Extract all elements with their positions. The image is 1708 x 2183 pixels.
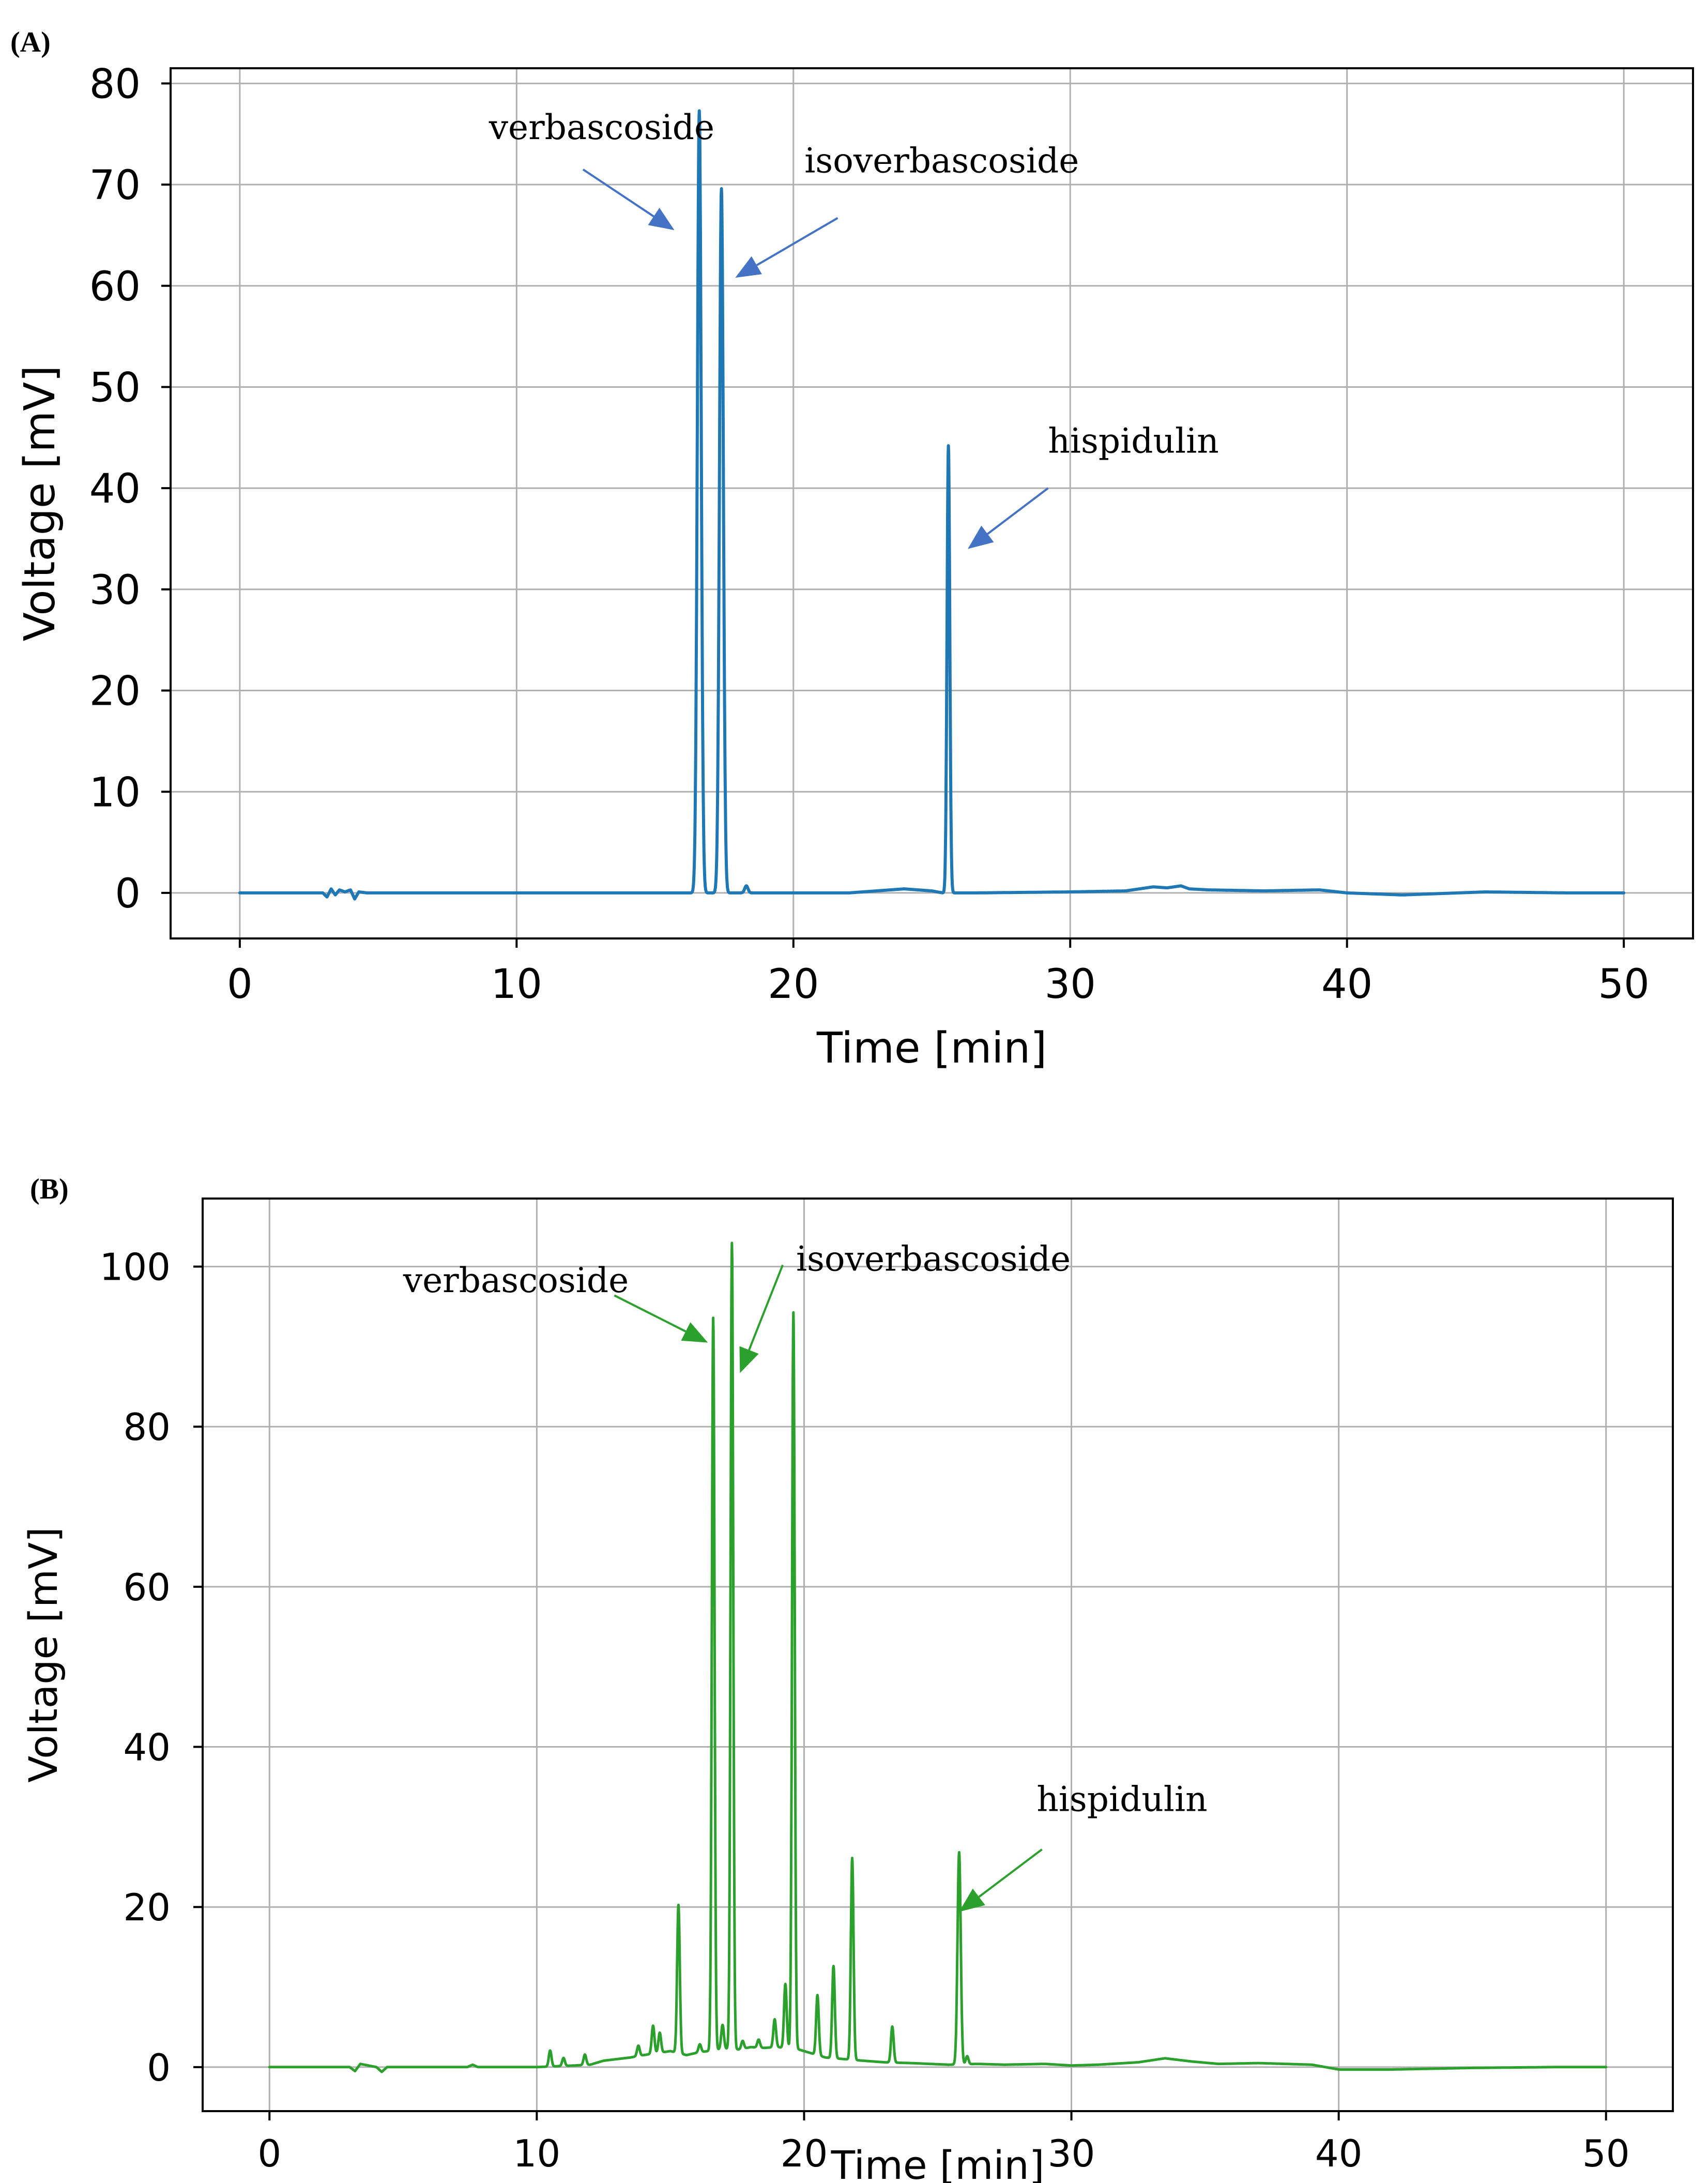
panel-a-x-tick-label-30: 30	[1045, 961, 1096, 1008]
panel-b-ticks: 0 10 20 30 40 50 0 20 40 60 80 100	[100, 1246, 1630, 2175]
panel-b-isoverbascoside-arrowhead	[739, 1346, 759, 1373]
panel-b-chromatogram-line	[268, 1241, 1608, 2073]
panel-b-y-tick-label-40: 40	[123, 1725, 171, 1769]
panel-a-hispidulin-arrow	[987, 487, 1049, 535]
panel-a-plot	[238, 109, 1626, 901]
panel-a-isoverbascoside-arrow	[756, 217, 838, 266]
panel-b-y-axis-title: Voltage [mV]	[20, 1527, 66, 1783]
panel-b-isoverbascoside-arrow	[748, 1264, 784, 1351]
panel-b-plot-frame	[202, 1197, 1674, 2112]
panel-b-annotation-isoverbascoside: isoverbascoside	[739, 1239, 1071, 1373]
panel-a-y-tick-label-70: 70	[89, 162, 141, 209]
panel-b-grid	[203, 1199, 1673, 2111]
panel-b-annotations: verbascoside isoverbascoside hispidulin	[403, 1239, 1208, 1912]
panel-b-y-tick-label-0: 0	[147, 2046, 171, 2089]
panel-b-x-tick-label-10: 10	[513, 2132, 561, 2175]
panel-b-x-tick-label-0: 0	[257, 2132, 281, 2175]
panel-b-y-tick-label-60: 60	[123, 1566, 171, 1609]
panel-b-x-tick-label-30: 30	[1048, 2132, 1095, 2175]
panel-a-x-tick-label-10: 10	[491, 961, 542, 1008]
panel-a-isoverbascoside-arrowhead	[735, 256, 762, 278]
panel-a-label: (A)	[10, 26, 51, 58]
panel-b-y-tick-label-80: 80	[123, 1405, 171, 1449]
panel-a-y-tick-label-60: 60	[89, 264, 141, 310]
panel-a-chromatogram-line	[238, 109, 1626, 901]
panel-a-x-tick-label-20: 20	[768, 961, 819, 1008]
panel-b-x-tick-label-40: 40	[1315, 2132, 1363, 2175]
panel-b-x-tick-label-20: 20	[781, 2132, 828, 2175]
panel-b-y-tick-label-100: 100	[100, 1246, 171, 1289]
panel-b-annotation-verbascoside: verbascoside	[403, 1261, 708, 1343]
panel-a-x-tick-label-40: 40	[1321, 961, 1372, 1008]
panel-b-verbascoside-label: verbascoside	[403, 1261, 629, 1300]
panel-b-y-tick-label-20: 20	[123, 1886, 171, 1929]
panel-b-plot	[268, 1241, 1608, 2073]
panel-a-y-tick-label-80: 80	[89, 61, 141, 108]
panel-a-y-tick-label-30: 30	[89, 567, 141, 614]
panel-b-hispidulin-arrow	[978, 1848, 1043, 1898]
panel-b-hispidulin-label: hispidulin	[1036, 1779, 1207, 1819]
panel-b-label: (B)	[30, 1173, 69, 1205]
panel-a-y-tick-label-10: 10	[89, 769, 141, 816]
panel-a-plot-frame	[170, 67, 1694, 939]
panel-b-x-tick-label-50: 50	[1582, 2132, 1630, 2175]
panel-a-verbascoside-arrowhead	[648, 207, 675, 231]
panel-b-annotation-hispidulin: hispidulin	[959, 1779, 1208, 1912]
panel-a-isoverbascoside-label: isoverbascoside	[804, 141, 1079, 181]
panel-a: (A) verbascoside isoverbascoside hispidu…	[10, 26, 1694, 1073]
panel-a-grid	[171, 68, 1693, 938]
panel-a-y-axis-title: Voltage [mV]	[16, 366, 65, 642]
panel-a-y-tick-label-0: 0	[115, 871, 141, 917]
panel-a-annotation-verbascoside: verbascoside	[489, 108, 714, 231]
panel-a-verbascoside-label: verbascoside	[489, 108, 714, 147]
panel-a-hispidulin-arrowhead	[968, 525, 994, 549]
panel-b-isoverbascoside-label: isoverbascoside	[796, 1239, 1071, 1279]
panel-a-ticks: 0 10 20 30 40 50 0 10 20 30 40 50 60 70 80	[89, 61, 1650, 1008]
panel-b-verbascoside-arrow	[614, 1294, 687, 1332]
panel-a-annotation-isoverbascoside: isoverbascoside	[735, 141, 1079, 278]
panel-b-verbascoside-arrowhead	[681, 1322, 708, 1343]
panel-a-x-tick-label-50: 50	[1598, 961, 1650, 1008]
panel-a-annotations: verbascoside isoverbascoside hispidulin	[489, 108, 1219, 549]
panel-a-y-tick-label-40: 40	[89, 466, 141, 512]
panel-a-x-axis-title: Time [min]	[816, 1024, 1047, 1073]
panel-b: (B) verbascoside isoverbascoside hispidu…	[20, 1173, 1674, 2183]
panel-a-y-tick-label-50: 50	[89, 365, 141, 412]
panel-b-hispidulin-arrowhead	[959, 1888, 985, 1912]
panel-a-y-tick-label-20: 20	[89, 669, 141, 715]
panel-a-verbascoside-arrow	[582, 169, 654, 218]
panel-a-annotation-hispidulin: hispidulin	[968, 421, 1219, 549]
panel-b-x-axis-title: Time [min]	[831, 2142, 1045, 2183]
panel-a-hispidulin-label: hispidulin	[1048, 421, 1218, 461]
panel-a-x-tick-label-0: 0	[227, 961, 253, 1008]
